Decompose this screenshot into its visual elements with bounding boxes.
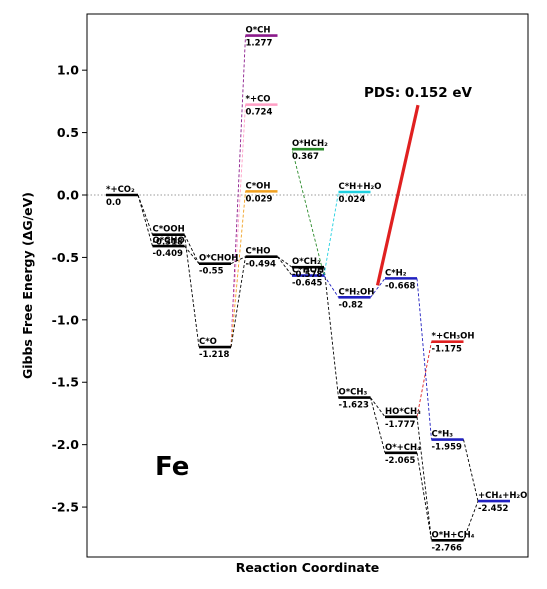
level-label-cho: C*HO (246, 247, 271, 257)
level-label-ch2: O*CH₂ (292, 257, 321, 267)
connector-co-cho (230, 256, 246, 348)
level-label-ohch2: O*HCH₂ (292, 139, 328, 149)
plot-frame (86, 13, 529, 558)
x-axis-label: Reaction Coordinate (236, 560, 380, 575)
level-value-hoch3: -1.777 (385, 420, 415, 430)
level-value-ochoh: -0.55 (199, 267, 224, 277)
level-label-ocho: O*CHO (153, 236, 185, 246)
level-value-ch3oh: -1.175 (432, 345, 462, 355)
level-label-och: O*CH (246, 26, 271, 36)
y-tick-label: 0.5 (57, 125, 79, 140)
level-value-cooh: -0.318 (153, 238, 183, 248)
y-axis-label: Gibbs Free Energy (ΔG/eV) (20, 192, 35, 379)
y-axis-ticks: 1.0 0.5 0.0 -0.5 -1.0 -1.5 -2.0 -2.5 (52, 63, 87, 515)
level-label-cooh: C*OOH (153, 225, 185, 235)
level-label-ch3: C*H₃ (432, 430, 454, 440)
level-label-chh2o: C*H+H₂O (339, 182, 382, 192)
connector-ch2b-ch3 (416, 278, 432, 440)
connector-choh-ch2oh (323, 275, 339, 298)
connector-hoch3-ohch4 (416, 416, 432, 541)
level-label-ch4h2o: +CH₄+H₂O (478, 491, 527, 501)
y-tick-label: -1.0 (52, 312, 80, 327)
connector-co-plusco (230, 104, 246, 348)
connector-och3-hoch3 (370, 397, 386, 418)
level-label-plusco: *+CO (246, 95, 271, 105)
connector-co2-cooh (137, 194, 153, 235)
connector-co2-ocho (137, 194, 153, 247)
energy-levels (106, 34, 510, 542)
level-value-ocho: -0.409 (153, 249, 183, 259)
level-label-och4: O*+CH₄ (385, 443, 421, 453)
connector-choh-chh2o (323, 191, 339, 276)
connector-cooh-co (184, 234, 200, 348)
level-label-ch3oh: *+CH₃OH (432, 332, 475, 342)
level-value-choh: -0.645 (292, 279, 322, 289)
level-value-ch4h2o: -2.452 (478, 504, 508, 514)
y-tick-label: -0.5 (52, 250, 79, 265)
level-value-chh2o: 0.024 (339, 195, 366, 205)
connector-ocho-ochoh (184, 245, 200, 264)
level-value-ch2: -0.578 (292, 270, 322, 280)
element-label: Fe (155, 452, 189, 482)
connector-ch2oh-ch2b (370, 278, 386, 298)
level-value-ch2b: -0.668 (385, 281, 415, 291)
level-label-ohch4: O*H+CH₄ (432, 530, 475, 540)
level-label-co2: *+CO₂ (106, 185, 135, 195)
level-label-ch2b: C*H₂ (385, 268, 407, 278)
connector-ch3-ch4h2o (463, 439, 479, 502)
level-value-ch2oh: -0.82 (339, 300, 364, 310)
level-value-och4: -2.065 (385, 456, 415, 466)
level-label-coh: C*OH (246, 181, 271, 191)
level-label-ch2oh: C*H₂OH (339, 287, 375, 297)
level-value-ohch2: 0.367 (292, 152, 319, 162)
pds-arrow (375, 104, 420, 286)
connector-och3-och4 (370, 397, 386, 453)
connector-co-och (230, 35, 246, 348)
y-tick-label: -2.5 (52, 500, 79, 515)
y-tick-label: 1.0 (57, 63, 79, 78)
level-value-ch3: -1.959 (432, 443, 462, 453)
connector-cho-choh (277, 256, 293, 276)
y-tick-label: -1.5 (52, 375, 79, 390)
pds-arrow-line (375, 104, 420, 286)
level-label-co: C*O (199, 337, 217, 347)
connector-choh-ohch2 (291, 149, 325, 276)
connector-ochoh-cho (230, 256, 246, 265)
level-label-choh: C*HOH (292, 266, 324, 276)
level-label-och3: O*CH₃ (339, 388, 368, 398)
connector-ohch4-ch4h2o (463, 500, 479, 541)
level-value-ohch4: -2.766 (432, 543, 462, 553)
level-value-co2: 0.0 (106, 198, 121, 208)
level-label-ochoh: O*CHOH (199, 254, 238, 264)
level-label-hoch3: HO*CH₃ (385, 407, 421, 417)
connector-cooh-ochoh (184, 234, 200, 264)
connector-ch2-och3 (323, 267, 339, 398)
y-tick-label: 0.0 (57, 188, 79, 203)
level-value-och: 1.277 (246, 39, 273, 49)
pds-annotation: PDS: 0.152 eV (364, 85, 472, 101)
y-tick-label: -2.0 (52, 437, 80, 452)
level-value-co: -1.218 (199, 350, 229, 360)
connector-lines (137, 35, 479, 541)
level-value-coh: 0.029 (246, 194, 273, 204)
level-value-och3: -1.623 (339, 401, 369, 411)
connector-cho-ch2 (277, 256, 293, 268)
connector-hoch3-ch3oh (416, 341, 432, 417)
level-value-plusco: 0.724 (246, 108, 273, 118)
connector-co-coh (230, 191, 246, 348)
level-value-cho: -0.494 (246, 260, 276, 270)
